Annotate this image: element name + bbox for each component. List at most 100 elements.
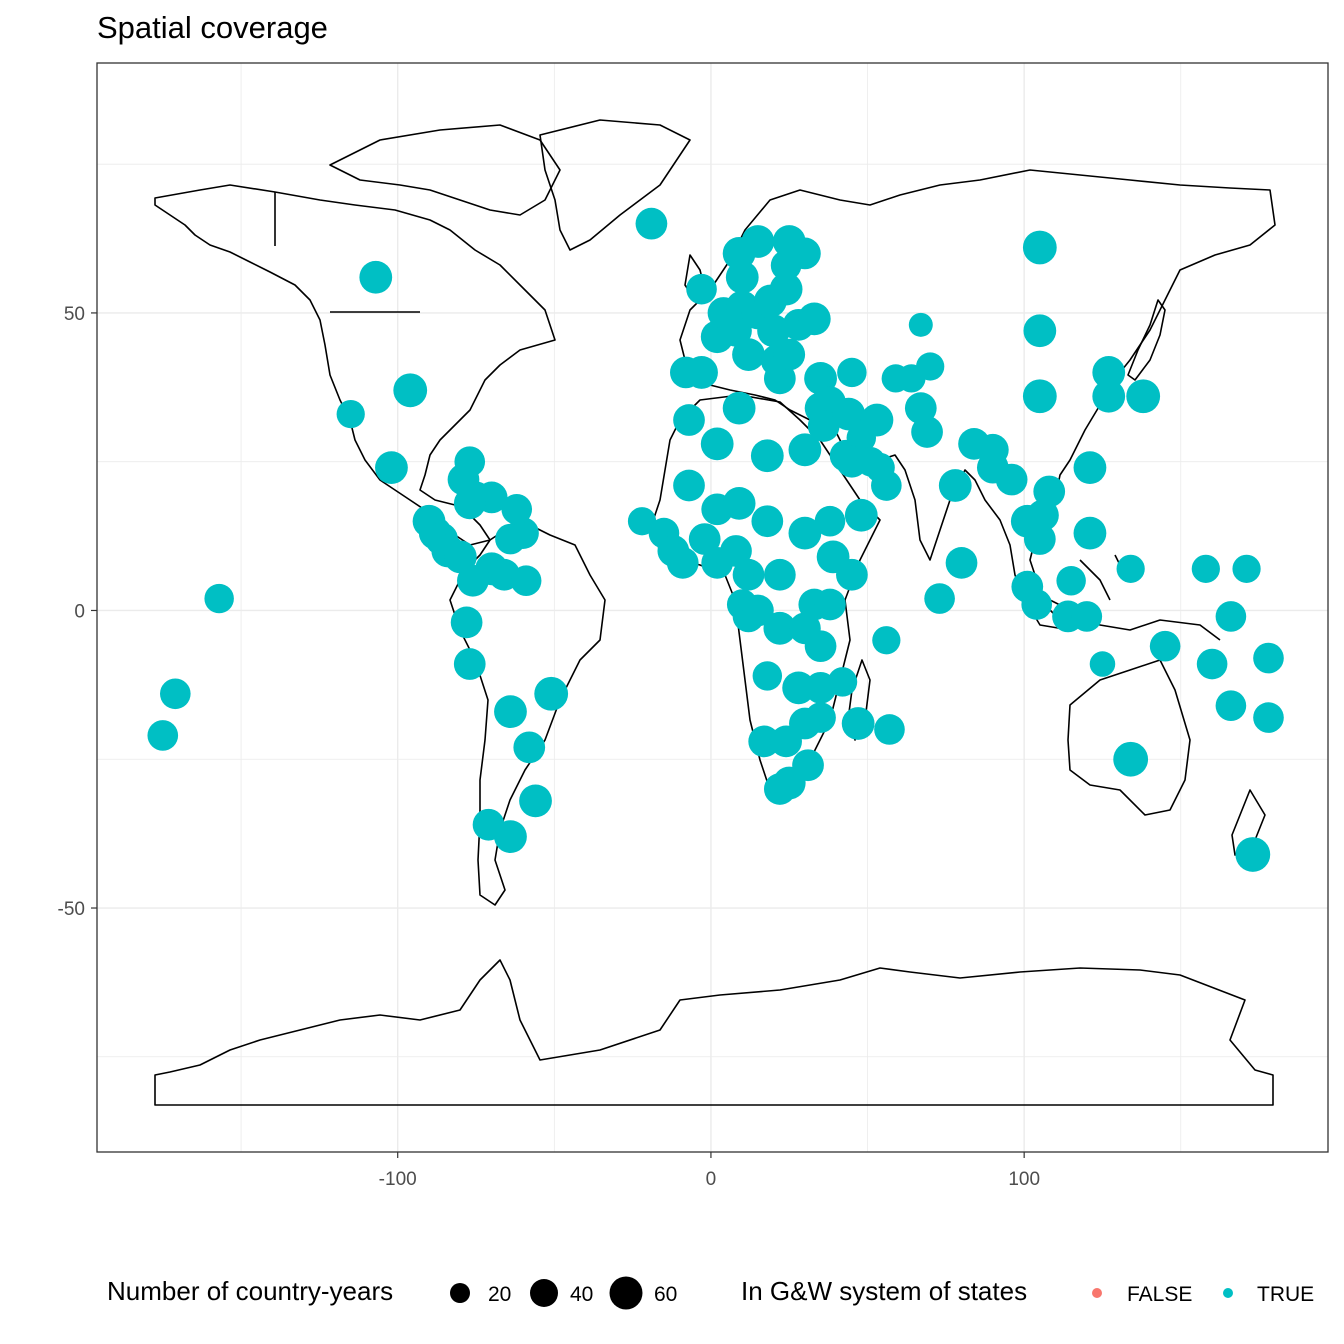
country-point [881, 364, 910, 393]
country-point [670, 356, 702, 389]
country-point [938, 469, 972, 502]
country-point [814, 505, 846, 537]
country-point [773, 338, 806, 371]
country-point [513, 731, 546, 764]
country-point [872, 626, 901, 655]
country-point [1116, 554, 1145, 583]
country-point [1253, 642, 1284, 674]
country-point [871, 470, 902, 501]
country-point [159, 678, 191, 710]
color-key-false [1092, 1288, 1102, 1298]
country-point [904, 392, 937, 425]
country-point [1126, 379, 1161, 414]
size-legend-title: Number of country-years [107, 1276, 394, 1306]
country-point [911, 416, 943, 448]
country-point [1253, 702, 1284, 733]
country-point [788, 433, 822, 467]
country-point [1089, 651, 1116, 677]
size-legend-keys: 20 40 60 [450, 1276, 677, 1310]
country-point [725, 260, 759, 294]
x-tick-label: 0 [706, 1169, 717, 1190]
country-point [700, 427, 734, 461]
country-point [763, 558, 796, 591]
country-point [1023, 523, 1056, 555]
country-point [1073, 451, 1107, 485]
country-point [763, 773, 796, 805]
country-point [453, 648, 486, 680]
country-point [732, 558, 765, 591]
country-point [807, 410, 840, 442]
country-point [534, 676, 569, 711]
country-point [722, 486, 756, 520]
country-point [686, 273, 717, 305]
country-point [1149, 630, 1181, 662]
country-point [763, 611, 797, 645]
country-point [841, 707, 875, 740]
north-america-outline [154, 184, 556, 546]
country-point [748, 725, 781, 758]
country-point [1235, 837, 1271, 872]
japan-outline [1127, 299, 1166, 381]
country-point [788, 516, 822, 550]
color-legend: In G&W system of states [741, 1276, 1027, 1307]
country-point [836, 558, 868, 591]
world-basemap [154, 119, 1276, 1106]
south-america-outline [449, 519, 606, 906]
country-point [627, 507, 657, 536]
country-point [772, 225, 806, 258]
axes: -100 0 100 50 0 -50 [58, 304, 1040, 1190]
country-point [752, 661, 783, 691]
country-point [494, 695, 527, 729]
australia-outline [1067, 659, 1191, 816]
country-point [908, 312, 933, 337]
y-tick-label: 50 [64, 304, 85, 325]
country-point [804, 630, 837, 663]
country-point [874, 714, 905, 745]
color-key-true-label: TRUE [1257, 1283, 1314, 1306]
country-point [732, 338, 765, 371]
country-point [844, 498, 878, 532]
country-point [510, 565, 542, 597]
country-point [204, 583, 234, 614]
y-tick-label: -50 [58, 899, 85, 920]
country-point [1092, 356, 1126, 389]
country-point [1113, 741, 1149, 777]
antarctica-outline [154, 959, 1274, 1106]
country-point [763, 362, 796, 395]
country-point [1033, 475, 1066, 508]
country-point [797, 302, 831, 336]
country-point [769, 272, 803, 306]
country-point [666, 547, 699, 579]
color-legend-title: In G&W system of states [741, 1276, 1028, 1306]
country-point [636, 208, 667, 239]
size-key-60-label: 60 [654, 1283, 677, 1306]
country-point [1023, 314, 1057, 348]
country-point [501, 493, 533, 525]
country-point [916, 352, 945, 381]
country-point [945, 547, 978, 579]
country-point [336, 399, 365, 429]
color-legend-keys: FALSE TRUE [1092, 1283, 1314, 1306]
color-key-false-label: FALSE [1127, 1283, 1192, 1306]
y-tick-label: 0 [74, 601, 85, 622]
country-point [1027, 499, 1059, 532]
country-point [450, 606, 483, 639]
country-point [393, 373, 428, 408]
country-point [837, 357, 867, 388]
size-key-60 [609, 1276, 643, 1310]
country-point [494, 820, 527, 854]
size-key-40-label: 40 [570, 1283, 593, 1306]
country-point [924, 583, 955, 614]
greenland-outline [539, 119, 691, 251]
country-point [742, 594, 774, 627]
country-point [453, 487, 486, 520]
country-point [832, 397, 866, 431]
country-point [805, 702, 836, 733]
country-point [1056, 565, 1086, 596]
country-point [720, 535, 752, 567]
size-key-20 [450, 1283, 470, 1303]
country-point [1022, 379, 1057, 414]
country-point [673, 469, 705, 502]
country-point [1215, 690, 1247, 722]
country-point [454, 446, 486, 478]
